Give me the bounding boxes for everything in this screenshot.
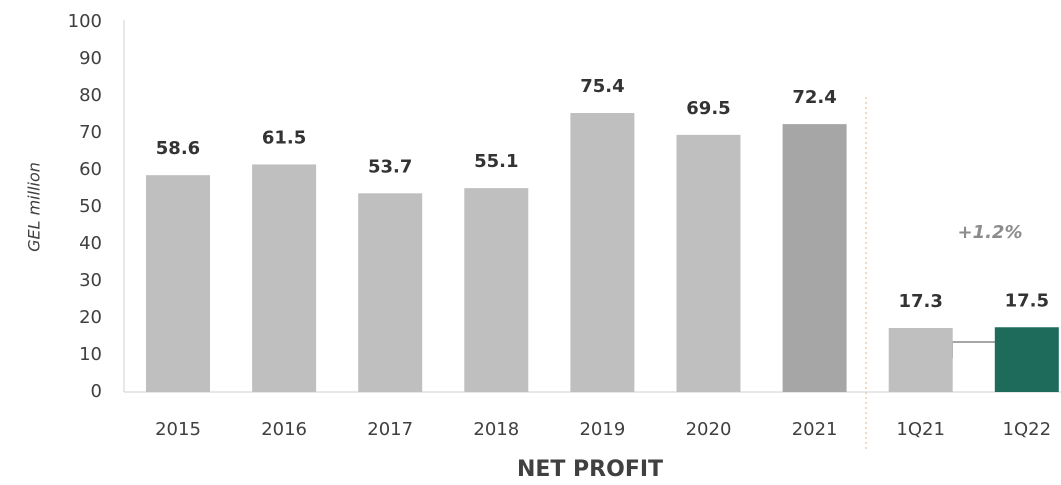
y-tick-label: 10 — [79, 344, 102, 365]
x-tick-label: 2019 — [579, 419, 625, 440]
bar — [464, 188, 529, 392]
value-label: 17.3 — [898, 291, 942, 312]
x-tick-label: 1Q22 — [1003, 419, 1052, 440]
y-tick-label: 80 — [79, 85, 102, 106]
bar — [146, 175, 210, 392]
x-tick-label: 2017 — [367, 419, 413, 440]
annotation: +1.2% — [957, 222, 1022, 243]
bar — [888, 327, 953, 392]
bar — [676, 134, 741, 392]
y-tick-label: 40 — [79, 233, 102, 254]
bar — [570, 113, 635, 393]
value-label: 17.5 — [1005, 290, 1049, 311]
x-tick-label: 2015 — [155, 419, 201, 440]
value-label: 72.4 — [792, 87, 836, 108]
value-label: 75.4 — [580, 76, 624, 97]
y-tick-label: 70 — [79, 122, 102, 143]
chart-title: NET PROFIT — [517, 457, 663, 482]
x-tick-label: 2020 — [686, 419, 732, 440]
x-tick-label: 2021 — [792, 419, 838, 440]
bar — [782, 124, 847, 393]
y-tick-label: 30 — [79, 270, 102, 291]
value-label: 53.7 — [368, 156, 412, 177]
y-tick-label: 20 — [79, 307, 102, 328]
bar — [252, 164, 317, 392]
x-tick-label: 2016 — [261, 419, 307, 440]
y-axis-label: GEL million — [25, 162, 44, 252]
bar — [994, 327, 1059, 392]
y-tick-label: 100 — [68, 11, 102, 32]
value-label: 69.5 — [686, 98, 730, 119]
y-tick-label: 90 — [79, 48, 102, 69]
x-tick-label: 2018 — [473, 419, 519, 440]
value-label: 55.1 — [474, 151, 518, 172]
value-label: 58.6 — [156, 138, 200, 159]
y-tick-label: 0 — [91, 381, 102, 402]
y-tick-label: 50 — [79, 196, 102, 217]
bar — [358, 193, 423, 392]
x-tick-label: 1Q21 — [896, 419, 945, 440]
y-tick-label: 60 — [79, 159, 102, 180]
value-label: 61.5 — [262, 127, 306, 148]
